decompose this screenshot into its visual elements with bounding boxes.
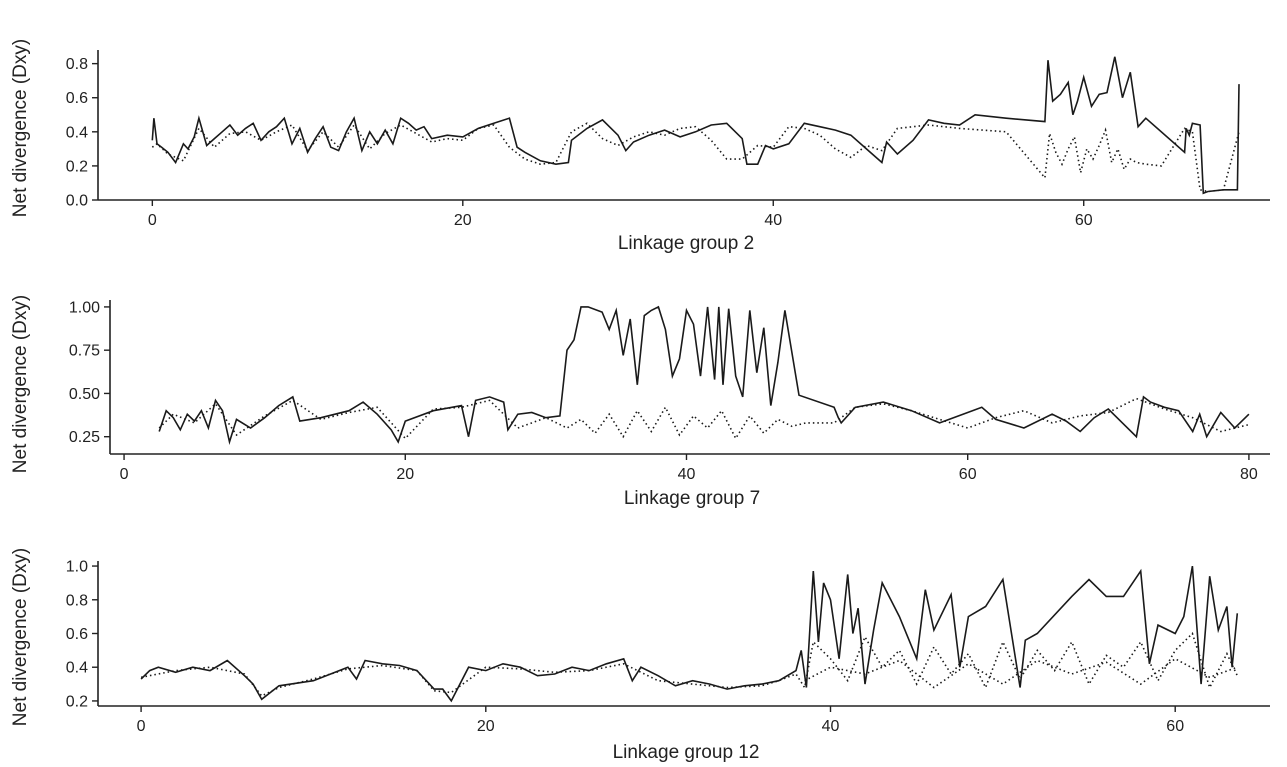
chart-panel-1: 0 20 40 60 0.0 0.2 0.4 0.6 0.8 Linkage group 2 Net… bbox=[10, 39, 1270, 254]
y-axis-label: Net divergence (Dxy) bbox=[10, 548, 31, 726]
series-line-dotted-2 bbox=[158, 397, 1250, 441]
x-tick-label: 0 bbox=[137, 718, 146, 735]
y-tick-label: 0.4 bbox=[66, 124, 88, 141]
x-tick-label: 60 bbox=[1075, 212, 1093, 229]
x-axis-label: Linkage group 2 bbox=[618, 233, 754, 254]
chart-panel-3: 0 20 40 60 0.2 0.4 0.6 0.8 1.0 Linkage group 12 Ne… bbox=[10, 548, 1270, 763]
x-tick-label: 20 bbox=[477, 718, 495, 735]
y-tick-label: 0.75 bbox=[69, 343, 100, 360]
y-axis-label: Net divergence (Dxy) bbox=[10, 39, 31, 217]
x-tick-label: 60 bbox=[1166, 718, 1184, 735]
y-tick-label: 0.8 bbox=[66, 592, 88, 609]
x-tick-label: 20 bbox=[396, 466, 414, 483]
series-line-solid-1 bbox=[140, 565, 1239, 703]
chart-panel-2: 0 20 40 60 80 0.25 0.50 0.75 1.00 Linkage group 7… bbox=[10, 295, 1270, 509]
x-tick-label: 40 bbox=[678, 466, 696, 483]
y-tick-label: 0.8 bbox=[66, 56, 88, 73]
x-tick-label: 20 bbox=[454, 212, 472, 229]
x-tick-label: 60 bbox=[959, 466, 977, 483]
y-tick-label: 1.0 bbox=[66, 559, 88, 576]
y-tick-label: 0.50 bbox=[69, 386, 100, 403]
series-line-dotted-3 bbox=[804, 657, 1238, 689]
x-axis-label: Linkage group 12 bbox=[613, 742, 760, 763]
x-tick-label: 80 bbox=[1240, 466, 1258, 483]
y-tick-label: 0.4 bbox=[66, 660, 88, 677]
x-tick-label: 40 bbox=[822, 718, 840, 735]
series-line-dotted-2 bbox=[140, 632, 1239, 697]
series-line-solid-1 bbox=[151, 56, 1240, 195]
y-tick-label: 0.6 bbox=[66, 626, 88, 643]
x-tick-label: 40 bbox=[764, 212, 782, 229]
y-tick-label: 0.2 bbox=[66, 693, 88, 710]
series-line-dotted-2 bbox=[151, 122, 1240, 193]
y-tick-label: 0.6 bbox=[66, 90, 88, 107]
y-tick-label: 0.0 bbox=[66, 193, 88, 210]
y-tick-label: 1.00 bbox=[69, 299, 100, 316]
y-tick-label: 0.2 bbox=[66, 158, 88, 175]
x-tick-label: 0 bbox=[148, 212, 157, 229]
series-line-solid-1 bbox=[158, 305, 1250, 445]
y-tick-label: 0.25 bbox=[69, 429, 100, 446]
x-tick-label: 0 bbox=[120, 466, 129, 483]
y-axis-label: Net divergence (Dxy) bbox=[10, 295, 31, 473]
x-axis-label: Linkage group 7 bbox=[624, 488, 760, 509]
